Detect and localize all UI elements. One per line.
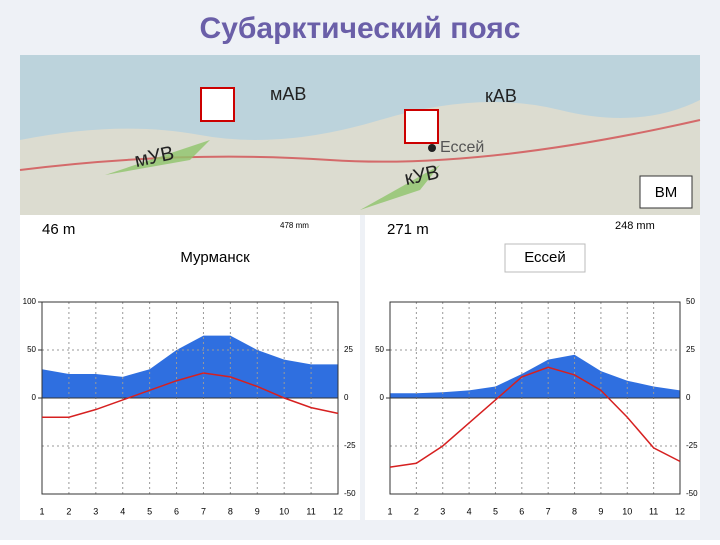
x-tick-label: 5	[493, 506, 498, 516]
y-tick-label: -50	[686, 489, 698, 498]
x-tick-label: 4	[467, 506, 472, 516]
box	[639, 175, 693, 209]
x-tick-label: 7	[201, 506, 206, 516]
temperature-line	[42, 372, 339, 418]
precipitation-area	[390, 354, 680, 398]
x-tick-label: 6	[519, 506, 524, 516]
y2-tick-label: 50	[27, 345, 36, 354]
precipitation-total: 478 mm	[280, 221, 309, 230]
x-tick-label: 11	[649, 506, 658, 516]
y-tick-label: 25	[344, 345, 353, 354]
x-tick-label: 12	[675, 506, 685, 516]
x-tick-label: 6	[174, 506, 179, 516]
map-front	[19, 119, 701, 171]
x-tick-label: 10	[622, 506, 632, 516]
title: Субарктический пояс	[200, 12, 521, 45]
station-name: Ессей	[524, 249, 566, 266]
x-tick-label: 2	[66, 506, 71, 516]
y-tick-label: 0	[686, 393, 691, 402]
x-tick-label: 12	[333, 506, 343, 516]
x-tick-label: 3	[93, 506, 98, 516]
x-tick-label: 9	[598, 506, 603, 516]
map-land	[20, 100, 700, 215]
air-mass-label: мАВ	[270, 84, 306, 104]
x-tick-label: 1	[387, 506, 392, 516]
x-tick-label: 9	[255, 506, 260, 516]
arrow	[360, 165, 440, 210]
station-icon	[200, 87, 235, 122]
temperature-line	[389, 366, 681, 468]
map: мАВ кАВ мУВ кУВ Ессей ВМ	[19, 55, 701, 215]
x-tick-label: 1	[39, 506, 44, 516]
elevation: 271 m	[387, 221, 429, 238]
x-tick-label: 8	[572, 506, 577, 516]
box-label: ВМ	[655, 184, 678, 201]
precipitation-area	[42, 335, 338, 398]
place-label: Ессей	[440, 139, 484, 156]
station-box	[504, 243, 586, 273]
station-dot	[428, 144, 436, 152]
y2-tick-label: 100	[23, 297, 37, 306]
air-mass-label: кАВ	[485, 86, 517, 106]
x-tick-label: 2	[414, 506, 419, 516]
station-icon	[404, 109, 439, 144]
precipitation-total: 248 mm	[615, 220, 655, 232]
x-tick-label: 8	[228, 506, 233, 516]
x-tick-label: 11	[306, 506, 315, 516]
x-tick-label: 7	[546, 506, 551, 516]
elevation: 46 m	[42, 221, 75, 238]
y-tick-label: -25	[344, 441, 356, 450]
y-tick-label: -50	[344, 489, 356, 498]
arrow	[105, 140, 210, 175]
y2-tick-label: 50	[375, 345, 384, 354]
y-tick-label: -25	[686, 441, 698, 450]
y-tick-label: 0	[344, 393, 349, 402]
x-tick-label: 3	[440, 506, 445, 516]
y2-tick-label: 0	[380, 393, 385, 402]
y-tick-label: 50	[686, 297, 695, 306]
y-tick-label: 25	[686, 345, 695, 354]
y2-tick-label: 0	[32, 393, 37, 402]
x-tick-label: 10	[279, 506, 289, 516]
x-tick-label: 5	[147, 506, 152, 516]
station-name: Мурманск	[180, 249, 250, 266]
x-tick-label: 4	[120, 506, 125, 516]
